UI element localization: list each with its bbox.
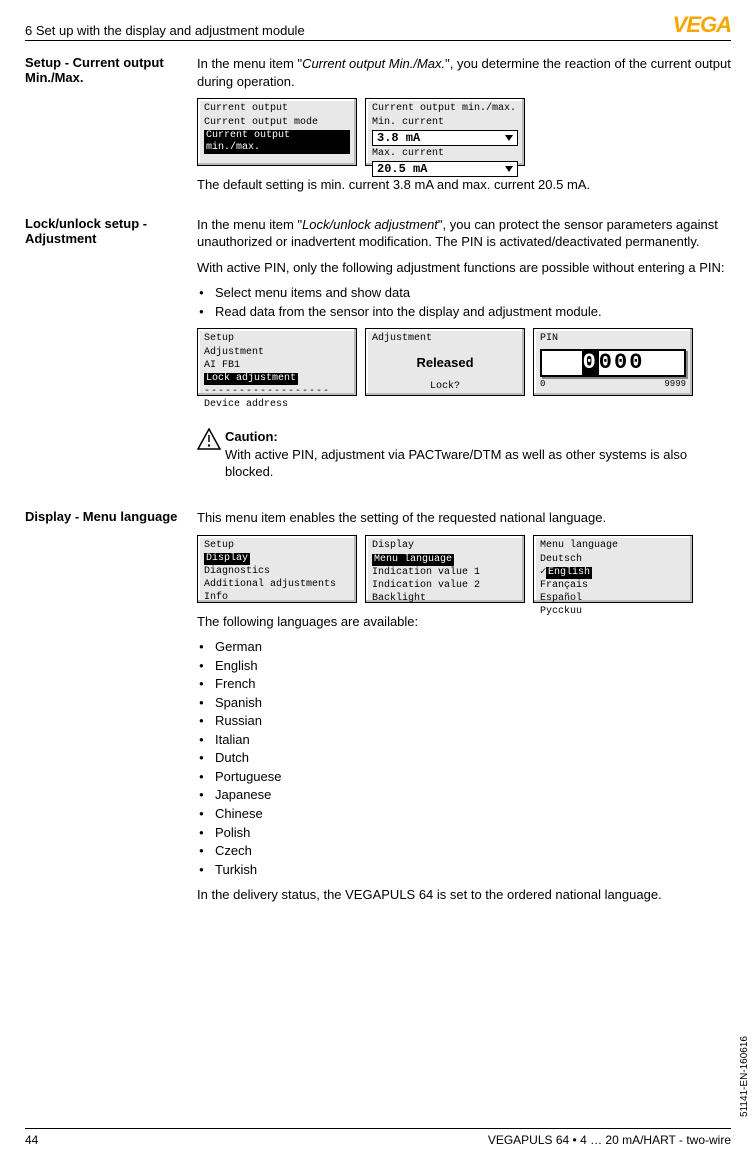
p-delivery-status: In the delivery status, the VEGAPULS 64 …: [197, 886, 731, 904]
max-current-field: 20.5 mA: [372, 161, 518, 177]
list-item: Dutch: [197, 749, 731, 767]
min-current-field: 3.8 mA: [372, 130, 518, 146]
list-item: French: [197, 675, 731, 693]
lcd-row-current-output: Current output Current output mode Curre…: [197, 98, 731, 166]
body-current-output: In the menu item "Current output Min./Ma…: [197, 55, 731, 202]
side-label-language: Display - Menu language: [25, 509, 197, 912]
list-item: Italian: [197, 731, 731, 749]
list-item: Russian: [197, 712, 731, 730]
list-item: Chinese: [197, 805, 731, 823]
vega-logo: VEGA: [673, 12, 731, 38]
header-section-title: 6 Set up with the display and adjustment…: [25, 23, 305, 38]
pin-value-box: 0000: [540, 349, 686, 377]
lcd-language-list: Menu language Deutsch ✓English Français …: [533, 535, 693, 603]
p-current-output-intro: In the menu item "Current output Min./Ma…: [197, 55, 731, 90]
list-item: Czech: [197, 842, 731, 860]
lcd-main-menu: Setup Display Diagnostics Additional adj…: [197, 535, 357, 603]
lcd-pin-entry: PIN 0000 0 9999: [533, 328, 693, 396]
section-current-output: Setup - Current output Min./Max. In the …: [25, 55, 731, 202]
lcd-row-language: Setup Display Diagnostics Additional adj…: [197, 535, 731, 603]
product-footer: VEGAPULS 64 • 4 … 20 mA/HART - two-wire: [488, 1133, 731, 1147]
side-label-lock: Lock/unlock setup - Adjustment: [25, 216, 197, 407]
list-item: Turkish: [197, 861, 731, 879]
body-lock: In the menu item "Lock/unlock adjustment…: [197, 216, 731, 407]
document-code: 51141-EN-160616: [739, 1036, 750, 1117]
caution-text: Caution: With active PIN, adjustment via…: [225, 428, 731, 481]
p-lock-intro: In the menu item "Lock/unlock adjustment…: [197, 216, 731, 251]
warning-icon: [197, 428, 225, 453]
language-list: German English French Spanish Russian It…: [197, 638, 731, 878]
page-footer: 44 VEGAPULS 64 • 4 … 20 mA/HART - two-wi…: [25, 1128, 731, 1147]
dropdown-icon: [505, 135, 513, 141]
list-item: Read data from the sensor into the displ…: [197, 303, 731, 321]
list-item: German: [197, 638, 731, 656]
lcd-row-lock: Setup Adjustment AI FB1 Lock adjustment …: [197, 328, 731, 396]
list-item: Portuguese: [197, 768, 731, 786]
list-item: Japanese: [197, 786, 731, 804]
caution-block: Caution: With active PIN, adjustment via…: [25, 420, 731, 495]
section-lock-unlock: Lock/unlock setup - Adjustment In the me…: [25, 216, 731, 407]
pin-functions-list: Select menu items and show data Read dat…: [197, 284, 731, 320]
list-item: English: [197, 657, 731, 675]
list-item: Polish: [197, 824, 731, 842]
body-language: This menu item enables the setting of th…: [197, 509, 731, 912]
dropdown-icon: [505, 166, 513, 172]
lcd-adjustment-released: Adjustment Released Lock?: [365, 328, 525, 396]
p-language-intro: This menu item enables the setting of th…: [197, 509, 731, 527]
side-label-current-output: Setup - Current output Min./Max.: [25, 55, 197, 202]
caution-row: Caution: With active PIN, adjustment via…: [197, 428, 731, 481]
p-default-setting: The default setting is min. current 3.8 …: [197, 176, 731, 194]
page-header: 6 Set up with the display and adjustment…: [25, 12, 731, 41]
lcd-display-menu: Display Menu language Indication value 1…: [365, 535, 525, 603]
list-item: Select menu items and show data: [197, 284, 731, 302]
p-active-pin: With active PIN, only the following adju…: [197, 259, 731, 277]
lcd-current-output-values: Current output min./max. Min. current 3.…: [365, 98, 525, 166]
list-item: Spanish: [197, 694, 731, 712]
section-menu-language: Display - Menu language This menu item e…: [25, 509, 731, 912]
page-number: 44: [25, 1133, 38, 1147]
lcd-setup-menu: Setup Adjustment AI FB1 Lock adjustment …: [197, 328, 357, 396]
pin-scale: 0 9999: [540, 379, 686, 390]
lcd-current-output-menu: Current output Current output mode Curre…: [197, 98, 357, 166]
